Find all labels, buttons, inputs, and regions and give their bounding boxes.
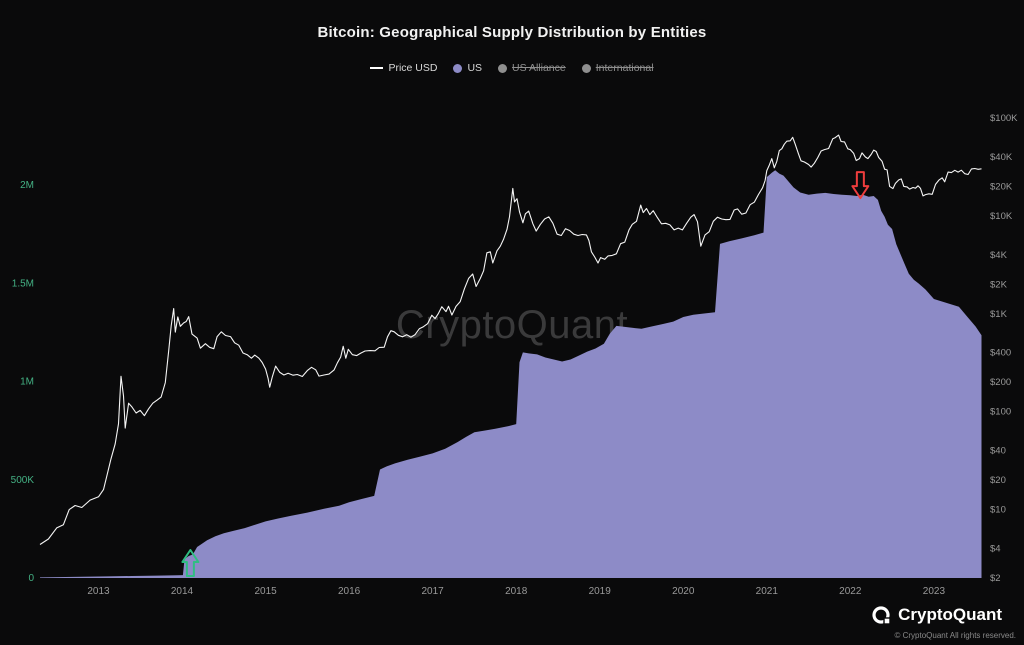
svg-text:$10K: $10K (990, 211, 1013, 222)
svg-text:2020: 2020 (672, 586, 695, 597)
chart-title: Bitcoin: Geographical Supply Distributio… (317, 24, 707, 41)
svg-text:500K: 500K (11, 475, 35, 486)
svg-text:$4: $4 (990, 544, 1001, 555)
international-dot-marker-icon (581, 63, 591, 73)
legend-item-us-alliance[interactable]: US Alliance (498, 62, 566, 74)
svg-text:$20: $20 (990, 475, 1006, 486)
svg-text:2013: 2013 (87, 586, 110, 597)
svg-text:$40: $40 (990, 446, 1006, 457)
svg-text:$1K: $1K (990, 309, 1008, 320)
footer-brand-text: CryptoQuant (898, 605, 1002, 624)
legend-label: US (467, 62, 483, 74)
svg-text:$4K: $4K (990, 250, 1008, 261)
footer-copyright: © CryptoQuant All rights reserved. (894, 631, 1017, 640)
legend-item-price-usd[interactable]: Price USD (370, 62, 437, 74)
svg-text:$100K: $100K (990, 113, 1018, 124)
svg-text:2M: 2M (20, 180, 34, 191)
svg-text:$2: $2 (990, 573, 1001, 584)
svg-text:$400: $400 (990, 348, 1011, 359)
footer-brand: CryptoQuant (871, 605, 1002, 625)
svg-text:2014: 2014 (171, 586, 194, 597)
legend-label: US Alliance (512, 62, 566, 74)
us-alliance-dot-marker-icon (498, 63, 508, 73)
cryptoquant-logo-icon (872, 606, 891, 625)
legend-label: International (595, 62, 654, 74)
svg-text:$40K: $40K (990, 152, 1013, 163)
svg-text:0: 0 (28, 573, 34, 584)
svg-text:2016: 2016 (338, 586, 361, 597)
svg-text:1.5M: 1.5M (12, 278, 34, 289)
svg-text:1M: 1M (20, 377, 34, 388)
svg-text:$20K: $20K (990, 181, 1013, 192)
svg-text:$10: $10 (990, 505, 1006, 516)
cryptoquant-watermark: CryptoQuant (395, 303, 629, 347)
legend: Price USD US US Alliance International (0, 62, 1024, 74)
legend-label: Price USD (388, 62, 438, 74)
svg-text:2015: 2015 (254, 586, 277, 597)
svg-text:$2K: $2K (990, 279, 1008, 290)
svg-text:$100: $100 (990, 407, 1011, 418)
svg-text:2022: 2022 (839, 586, 862, 597)
svg-text:2019: 2019 (589, 586, 612, 597)
svg-text:2017: 2017 (421, 586, 444, 597)
svg-text:2018: 2018 (505, 586, 528, 597)
us-dot-marker-icon (453, 63, 463, 73)
svg-text:2023: 2023 (923, 586, 946, 597)
svg-text:$200: $200 (990, 377, 1011, 388)
price-line-marker-icon (370, 67, 384, 69)
legend-item-us[interactable]: US (453, 62, 482, 74)
legend-item-international[interactable]: International (581, 62, 654, 74)
svg-text:2021: 2021 (756, 586, 779, 597)
